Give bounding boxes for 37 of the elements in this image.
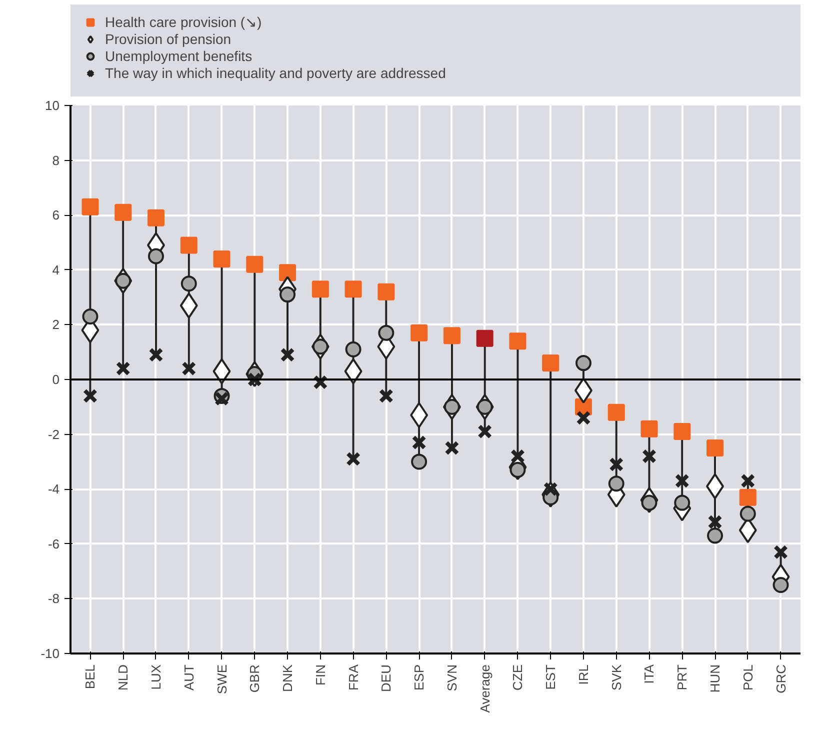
x-tick-label: ESP [412,664,427,691]
x-tick-label: SWE [214,664,230,694]
x-tick-label: SVK [608,664,624,691]
x-tick-label: LUX [148,664,164,690]
x-tick-label: Average [477,664,492,713]
x-tick-label: NLD [116,664,131,691]
x-tick-label: AUT [181,664,196,690]
x-tick-label: DEU [378,664,394,692]
y-tick-label: 0 [52,372,60,387]
y-tick-label: -10 [40,646,60,661]
y-tick-label: -6 [48,536,60,552]
y-tick-label: 8 [52,152,60,168]
x-tick-label: CZE [510,664,526,690]
x-tick-label: HUN [708,664,723,693]
x-tick-label: ITA [642,664,657,684]
y-tick-label: 10 [45,98,60,113]
x-tick-label: IRL [576,664,591,685]
y-tick-label: -2 [48,426,60,442]
x-tick-label: EST [543,664,558,690]
x-tick-label: PRT [674,664,690,690]
legend-label: Provision of pension [105,31,232,47]
y-tick-label: -8 [48,591,60,606]
legend-label: The way in which inequality and poverty are addressed [105,65,446,81]
x-tick-label: DNK [280,664,296,692]
x-tick-label: GBR [247,664,262,693]
x-tick-label: FRA [346,664,361,690]
y-tick-label: 2 [52,317,60,332]
x-tick-label: FIN [312,664,328,686]
x-tick-label: GRC [773,664,788,694]
y-tick-label: 6 [52,208,60,223]
x-tick-label: BEL [82,664,98,690]
y-tick-label: 4 [52,262,60,278]
y-tick-label: -4 [48,482,60,497]
legend-label: Unemployment benefits [105,48,252,64]
x-tick-label: SVN [444,664,460,692]
legend-label: Health care provision (↘) [105,14,262,30]
x-tick-label: POL [740,664,756,691]
